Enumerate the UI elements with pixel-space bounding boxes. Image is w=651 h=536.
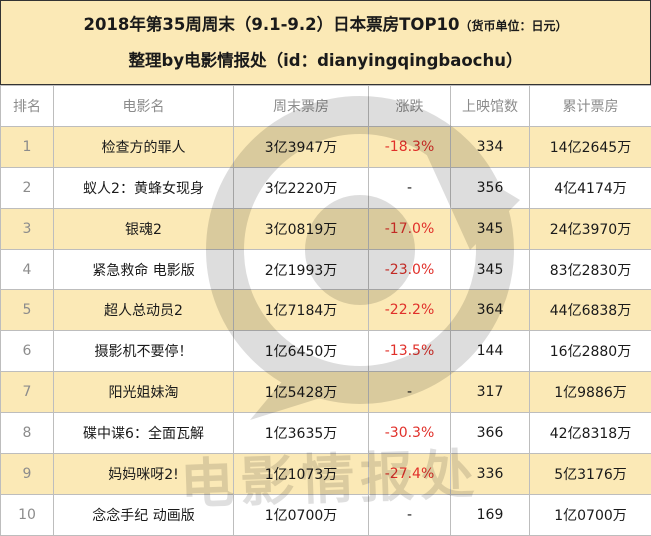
cell-total-gross: 16亿2880万	[530, 331, 651, 372]
cell-theaters: 366	[451, 413, 530, 454]
cell-total-gross: 83亿2830万	[530, 249, 651, 290]
cell-title: 蚁人2：黄蜂女现身	[54, 167, 234, 208]
cell-weekend-gross: 1亿7184万	[234, 290, 369, 331]
cell-theaters: 345	[451, 249, 530, 290]
page-title: 2018年第35周周末（9.1-9.2）日本票房TOP10（货币单位：日元）	[1, 11, 650, 35]
cell-total-gross: 44亿6838万	[530, 290, 651, 331]
cell-change: -	[369, 494, 451, 535]
cell-rank: 5	[1, 290, 54, 331]
cell-rank: 10	[1, 494, 54, 535]
cell-change: -	[369, 372, 451, 413]
cell-title: 妈妈咪呀2!	[54, 454, 234, 495]
cell-weekend-gross: 1亿3635万	[234, 413, 369, 454]
cell-title: 碟中谍6：全面瓦解	[54, 413, 234, 454]
table-header-row: 排名 电影名 周末票房 涨跌 上映馆数 累计票房	[1, 86, 651, 127]
cell-change: -23.0%	[369, 249, 451, 290]
cell-rank: 9	[1, 454, 54, 495]
cell-change: -17.0%	[369, 208, 451, 249]
cell-theaters: 356	[451, 167, 530, 208]
cell-change: -	[369, 167, 451, 208]
cell-title: 念念手纪 动画版	[54, 494, 234, 535]
cell-total-gross: 1亿9886万	[530, 372, 651, 413]
cell-total-gross: 24亿3970万	[530, 208, 651, 249]
column-header-title: 电影名	[54, 86, 234, 127]
cell-rank: 4	[1, 249, 54, 290]
cell-title: 紧急救命 电影版	[54, 249, 234, 290]
cell-rank: 6	[1, 331, 54, 372]
cell-title: 摄影机不要停！	[54, 331, 234, 372]
column-header-change: 涨跌	[369, 86, 451, 127]
cell-theaters: 336	[451, 454, 530, 495]
cell-title: 银魂2	[54, 208, 234, 249]
cell-weekend-gross: 3亿2220万	[234, 167, 369, 208]
cell-weekend-gross: 1亿6450万	[234, 331, 369, 372]
cell-theaters: 334	[451, 126, 530, 167]
cell-theaters: 169	[451, 494, 530, 535]
cell-weekend-gross: 3亿3947万	[234, 126, 369, 167]
column-header-theaters: 上映馆数	[451, 86, 530, 127]
cell-theaters: 144	[451, 331, 530, 372]
cell-change: -27.4%	[369, 454, 451, 495]
cell-theaters: 345	[451, 208, 530, 249]
cell-rank: 1	[1, 126, 54, 167]
title-text: 2018年第35周周末（9.1-9.2）日本票房TOP10	[83, 15, 459, 34]
cell-change: -18.3%	[369, 126, 451, 167]
cell-total-gross: 5亿3176万	[530, 454, 651, 495]
cell-theaters: 364	[451, 290, 530, 331]
column-header-rank: 排名	[1, 86, 54, 127]
cell-weekend-gross: 2亿1993万	[234, 249, 369, 290]
currency-unit: （货币单位：日元）	[460, 19, 568, 33]
cell-total-gross: 42亿8318万	[530, 413, 651, 454]
cell-title: 检查方的罪人	[54, 126, 234, 167]
cell-weekend-gross: 3亿0819万	[234, 208, 369, 249]
cell-weekend-gross: 1亿0700万	[234, 494, 369, 535]
cell-change: -13.5%	[369, 331, 451, 372]
cell-weekend-gross: 1亿1073万	[234, 454, 369, 495]
cell-rank: 3	[1, 208, 54, 249]
column-header-total: 累计票房	[530, 86, 651, 127]
cell-title: 阳光姐妹淘	[54, 372, 234, 413]
cell-theaters: 317	[451, 372, 530, 413]
cell-title: 超人总动员2	[54, 290, 234, 331]
cell-rank: 8	[1, 413, 54, 454]
column-header-weekend: 周末票房	[234, 86, 369, 127]
cell-total-gross: 1亿0700万	[530, 494, 651, 535]
title-banner: 2018年第35周周末（9.1-9.2）日本票房TOP10（货币单位：日元） 整…	[0, 0, 651, 85]
cell-total-gross: 4亿4174万	[530, 167, 651, 208]
page-subtitle: 整理by电影情报处（id：dianyingqingbaochu）	[1, 47, 650, 71]
cell-change: -30.3%	[369, 413, 451, 454]
cell-rank: 7	[1, 372, 54, 413]
cell-rank: 2	[1, 167, 54, 208]
cell-total-gross: 14亿2645万	[530, 126, 651, 167]
cell-change: -22.2%	[369, 290, 451, 331]
cell-weekend-gross: 1亿5428万	[234, 372, 369, 413]
